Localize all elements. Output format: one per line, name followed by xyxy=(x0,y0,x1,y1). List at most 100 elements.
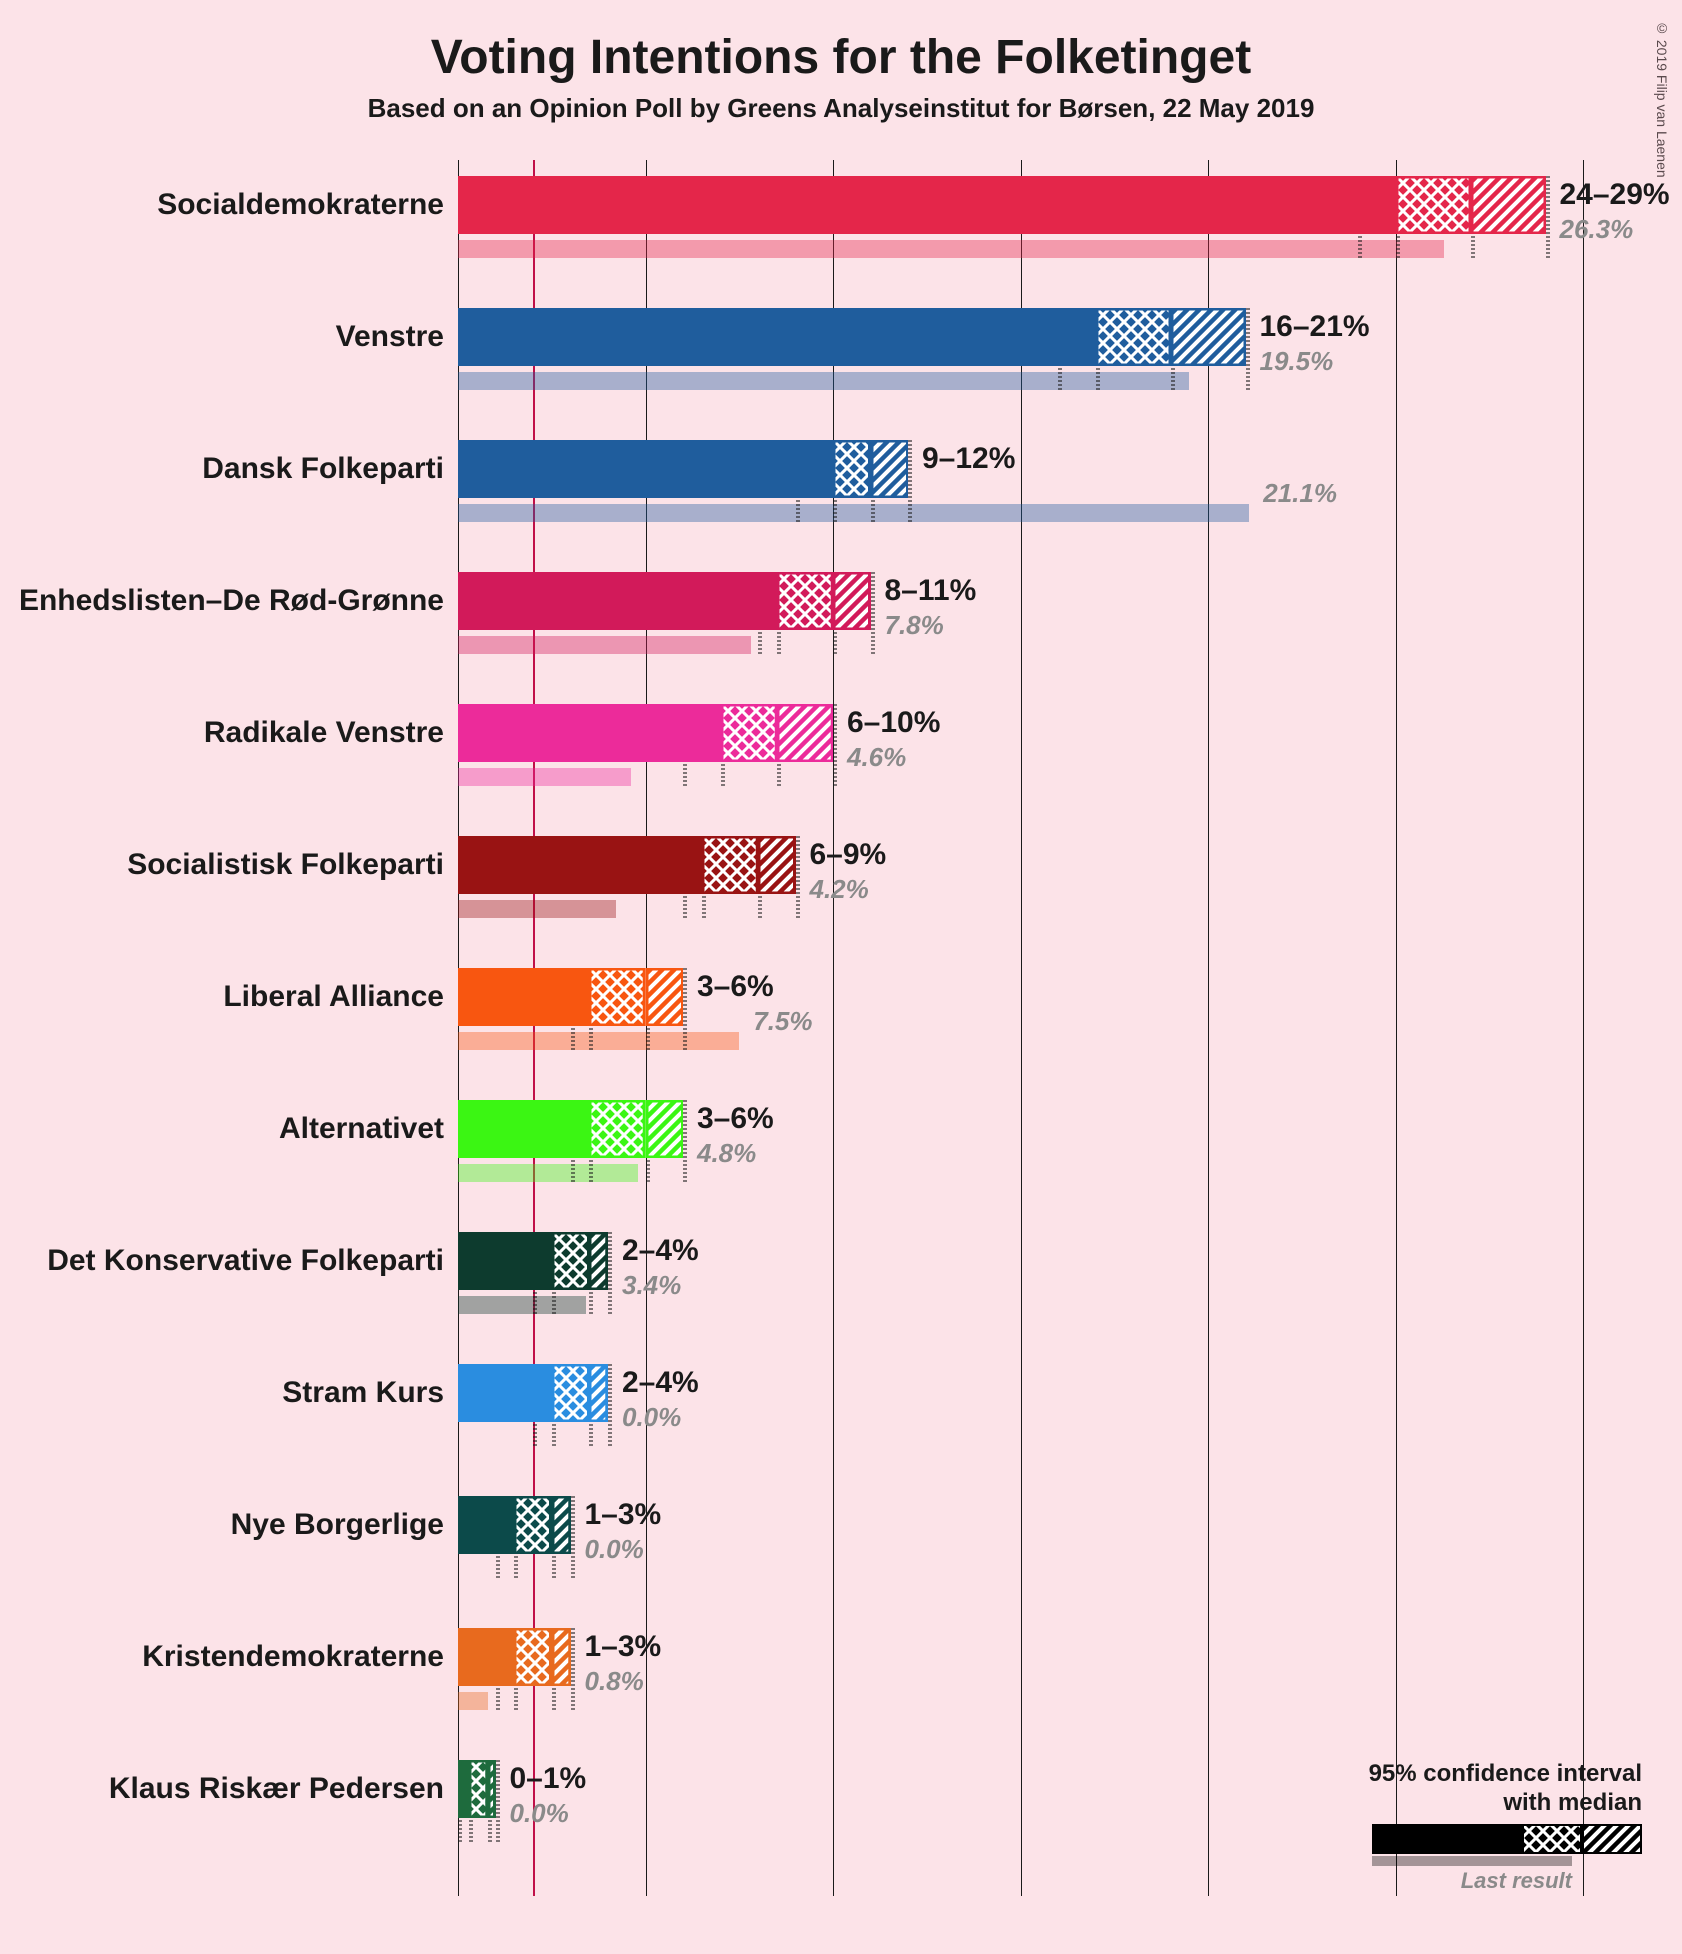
party-row: Radikale Venstre 6–10%4.6% xyxy=(0,698,1682,798)
bar-track: 3–6%7.5% xyxy=(458,962,1658,1062)
bar-solid xyxy=(458,1760,469,1818)
last-result-label: 7.5% xyxy=(753,1006,812,1037)
bar-crosshatch xyxy=(702,836,758,894)
party-row: Socialdemokraterne 24–29%26.3% xyxy=(0,170,1682,270)
bar-diag xyxy=(646,1100,684,1158)
bar-crosshatch xyxy=(833,440,871,498)
bar-solid xyxy=(458,1364,552,1422)
ci-high-marker xyxy=(571,1496,575,1578)
party-row: Dansk Folkeparti9–12%21.1% xyxy=(0,434,1682,534)
bar-track: 6–9%4.2% xyxy=(458,830,1658,930)
party-label: Nye Borgerlige xyxy=(231,1508,444,1542)
bar-crosshatch xyxy=(514,1496,552,1554)
range-label: 1–3% xyxy=(585,1630,662,1664)
range-label: 9–12% xyxy=(922,442,1015,476)
bar-diag xyxy=(552,1496,571,1554)
last-result-label: 4.6% xyxy=(847,742,906,773)
bar-solid xyxy=(458,572,777,630)
bar-diag xyxy=(1471,176,1546,234)
party-label: Venstre xyxy=(336,320,444,354)
party-row: Alternativet 3–6%4.8% xyxy=(0,1094,1682,1194)
ci-high-marker xyxy=(571,1628,575,1710)
bar-track: 24–29%26.3% xyxy=(458,170,1658,270)
last-result-label: 0.0% xyxy=(585,1534,644,1565)
ci-high-marker xyxy=(683,968,687,1050)
legend: 95% confidence interval with median Last… xyxy=(1369,1760,1642,1894)
bar-track: 1–3%0.0% xyxy=(458,1490,1658,1590)
party-label: Klaus Riskær Pedersen xyxy=(109,1772,444,1806)
ci-high-marker xyxy=(608,1364,612,1446)
bar-track: 9–12% 21.1% xyxy=(458,434,1658,534)
last-result-label: 3.4% xyxy=(622,1270,681,1301)
ci-high-marker xyxy=(1246,308,1250,390)
bar-solid xyxy=(458,836,702,894)
ci-high-marker xyxy=(908,440,912,522)
party-row: Det Konservative Folkeparti 2–4%3.4% xyxy=(0,1226,1682,1326)
range-label: 24–29% xyxy=(1560,178,1670,212)
chart-subtitle: Based on an Opinion Poll by Greens Analy… xyxy=(0,85,1682,154)
last-result-label: 0.0% xyxy=(622,1402,681,1433)
bar-solid xyxy=(458,1496,514,1554)
last-result-bar xyxy=(458,504,1249,522)
legend-cross xyxy=(1522,1824,1582,1854)
ci-high-marker xyxy=(833,704,837,786)
ci-high-marker xyxy=(683,1100,687,1182)
party-label: Det Konservative Folkeparti xyxy=(47,1244,444,1278)
ci-high-marker xyxy=(871,572,875,654)
ci-high-marker xyxy=(796,836,800,918)
party-row: Venstre16–21%19.5% xyxy=(0,302,1682,402)
last-result-label: 4.8% xyxy=(697,1138,756,1169)
last-result-label: 21.1% xyxy=(1263,478,1337,509)
last-result-bar xyxy=(458,1032,739,1050)
bar-diag xyxy=(871,440,909,498)
bar-diag xyxy=(777,704,833,762)
legend-solid xyxy=(1372,1824,1522,1854)
legend-title-2: with median xyxy=(1369,1789,1642,1818)
chart-title: Voting Intentions for the Folketinget xyxy=(0,0,1682,85)
party-label: Enhedslisten–De Rød-Grønne xyxy=(19,584,444,618)
range-label: 1–3% xyxy=(585,1498,662,1532)
last-result-label: 4.2% xyxy=(810,874,869,905)
party-label: Radikale Venstre xyxy=(204,716,444,750)
party-label: Alternativet xyxy=(279,1112,444,1146)
bar-solid xyxy=(458,1100,589,1158)
bar-diag xyxy=(589,1364,608,1422)
party-label: Socialdemokraterne xyxy=(157,188,444,222)
last-result-bar xyxy=(458,900,616,918)
bar-solid xyxy=(458,176,1396,234)
range-label: 8–11% xyxy=(885,574,977,608)
bar-diag xyxy=(758,836,796,894)
ci-high-marker xyxy=(496,1760,500,1842)
last-result-label: 0.0% xyxy=(510,1798,569,1829)
range-label: 3–6% xyxy=(697,970,774,1004)
party-row: Kristendemokraterne 1–3%0.8% xyxy=(0,1622,1682,1722)
bar-diag xyxy=(646,968,684,1026)
range-label: 6–10% xyxy=(847,706,940,740)
copyright-text: © 2019 Filip van Laenen xyxy=(1654,20,1670,178)
party-row: Enhedslisten–De Rød-Grønne8–11%7.8% xyxy=(0,566,1682,666)
last-result-label: 19.5% xyxy=(1260,346,1334,377)
bar-crosshatch xyxy=(1096,308,1171,366)
legend-last-bar xyxy=(1372,1856,1572,1866)
bar-track: 2–4%3.4% xyxy=(458,1226,1658,1326)
party-label: Kristendemokraterne xyxy=(142,1640,444,1674)
last-result-label: 0.8% xyxy=(585,1666,644,1697)
bar-crosshatch xyxy=(1396,176,1471,234)
last-result-bar xyxy=(458,636,751,654)
last-result-bar xyxy=(458,1296,586,1314)
party-row: Nye Borgerlige 1–3%0.0% xyxy=(0,1490,1682,1590)
last-result-bar xyxy=(458,372,1189,390)
bar-track: 3–6%4.8% xyxy=(458,1094,1658,1194)
bar-solid xyxy=(458,308,1096,366)
bar-diag xyxy=(1171,308,1246,366)
bar-crosshatch xyxy=(777,572,833,630)
party-label: Liberal Alliance xyxy=(223,980,444,1014)
legend-last-label: Last result xyxy=(1369,1868,1642,1894)
party-label: Stram Kurs xyxy=(282,1376,444,1410)
party-row: Stram Kurs2–4%0.0% xyxy=(0,1358,1682,1458)
bar-diag xyxy=(552,1628,571,1686)
last-result-bar xyxy=(458,768,631,786)
bar-solid xyxy=(458,440,833,498)
bar-track: 6–10%4.6% xyxy=(458,698,1658,798)
bar-diag xyxy=(589,1232,608,1290)
